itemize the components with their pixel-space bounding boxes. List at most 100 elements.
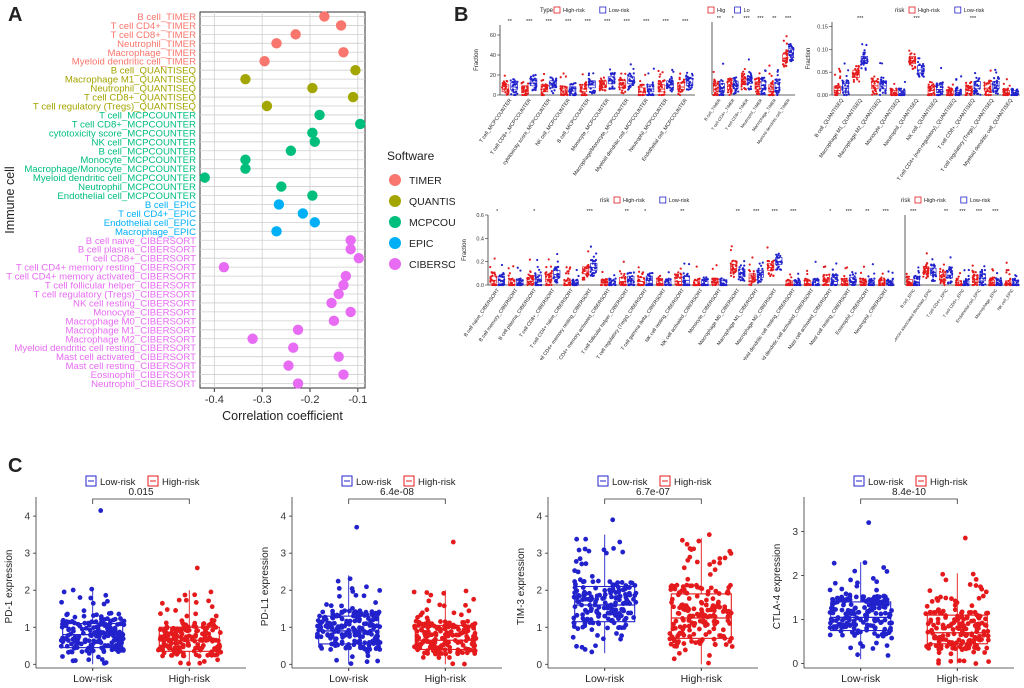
data-point <box>703 632 709 637</box>
data-point <box>979 93 982 96</box>
data-point <box>680 626 686 632</box>
data-point <box>974 90 977 94</box>
data-point <box>720 627 726 633</box>
data-point <box>856 609 862 615</box>
data-point <box>876 605 882 611</box>
data-point <box>681 632 687 638</box>
panel-label-a: A <box>8 4 23 26</box>
data-point <box>942 263 946 266</box>
data-point <box>694 582 699 588</box>
data-point <box>898 87 901 90</box>
data-point <box>87 627 93 633</box>
data-point <box>1005 271 1008 274</box>
data-point <box>307 82 318 94</box>
data-point <box>195 642 201 647</box>
data-point <box>621 89 624 92</box>
data-point <box>318 621 323 627</box>
data-point <box>941 81 944 84</box>
data-point <box>340 270 352 282</box>
data-point <box>921 74 924 77</box>
data-point <box>769 274 772 278</box>
data-point <box>528 258 531 261</box>
data-point <box>98 614 104 619</box>
data-point <box>939 281 942 285</box>
data-point <box>668 80 671 83</box>
data-point <box>931 258 934 261</box>
data-point <box>692 621 698 626</box>
data-point <box>447 655 452 660</box>
data-point <box>715 93 719 96</box>
data-point <box>701 278 704 281</box>
data-point <box>419 627 425 633</box>
data-point <box>345 306 356 318</box>
data-point <box>628 72 631 75</box>
data-point <box>549 265 553 268</box>
data-point <box>859 63 863 66</box>
data-point <box>939 85 942 89</box>
data-point <box>612 278 615 281</box>
data-point <box>83 625 89 631</box>
data-point <box>669 278 672 281</box>
data-point <box>748 270 752 273</box>
y-tick-label: Myeloid dendritic cell resting_CIBERSORT <box>14 343 196 354</box>
data-point <box>839 586 845 592</box>
data-point <box>831 560 837 566</box>
data-point <box>447 620 452 626</box>
box <box>767 262 775 271</box>
data-point <box>564 75 568 78</box>
data-point <box>947 91 950 95</box>
data-point <box>739 264 743 267</box>
data-point <box>739 279 742 282</box>
data-point <box>506 92 510 95</box>
data-point <box>165 632 171 638</box>
data-point <box>335 20 347 31</box>
data-point <box>193 652 199 658</box>
data-point <box>594 264 597 267</box>
data-point <box>760 271 764 274</box>
data-point <box>332 620 337 626</box>
data-point <box>627 592 633 598</box>
y-tick-label: 40 <box>490 53 496 59</box>
data-point <box>689 87 692 90</box>
data-point <box>611 546 616 551</box>
data-point <box>790 45 793 48</box>
data-point <box>949 596 954 602</box>
data-point <box>703 602 709 608</box>
data-point <box>564 89 567 92</box>
data-point <box>777 253 780 256</box>
data-point <box>240 154 251 165</box>
data-point <box>710 596 716 602</box>
data-point <box>779 254 782 258</box>
data-point <box>711 608 717 614</box>
data-point <box>575 599 580 604</box>
x-tick-label: Monocyte_MCPCOUNTER <box>570 98 611 153</box>
significance-label: ** <box>865 209 870 215</box>
data-point <box>622 260 625 263</box>
data-point <box>689 583 695 589</box>
data-point <box>874 579 880 585</box>
data-point <box>679 537 685 543</box>
data-point <box>1015 275 1018 278</box>
data-point <box>908 49 911 52</box>
data-point <box>935 82 939 85</box>
data-point <box>94 612 99 618</box>
data-point <box>767 272 770 276</box>
box <box>906 279 913 286</box>
data-point <box>455 640 461 645</box>
data-point <box>735 76 738 79</box>
data-point <box>320 609 326 615</box>
data-point <box>952 607 958 613</box>
data-point <box>574 93 577 97</box>
data-point <box>743 264 746 267</box>
y-tick-label: Myeloid dendritic cell_MCPCOUNTER <box>33 173 196 184</box>
data-point <box>969 93 972 97</box>
legend-label: High-risk <box>924 198 946 204</box>
data-point <box>620 272 623 275</box>
data-point <box>509 79 512 82</box>
data-point <box>586 264 589 267</box>
data-point <box>650 283 653 286</box>
data-point <box>672 643 677 649</box>
data-point <box>984 645 990 651</box>
y-tick-label: 1 <box>536 623 542 634</box>
